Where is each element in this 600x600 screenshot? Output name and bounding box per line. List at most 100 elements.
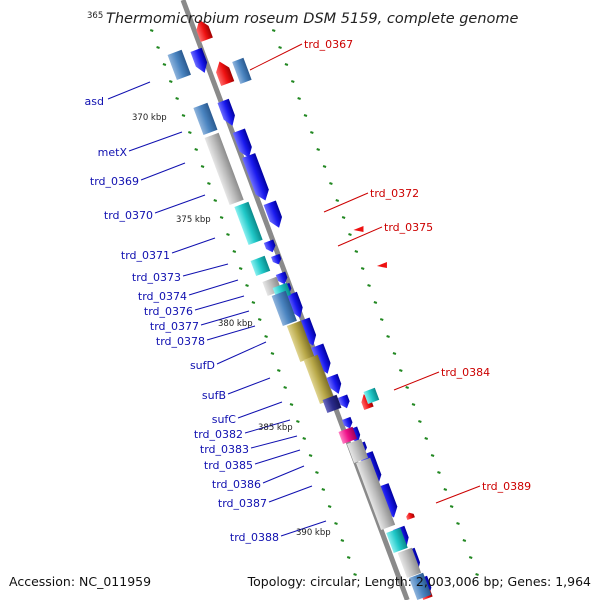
gene-label: trd_0387 bbox=[218, 497, 267, 510]
forward-gene bbox=[341, 416, 353, 429]
leader-line bbox=[206, 325, 256, 341]
gc-tick bbox=[341, 216, 346, 219]
gc-tick bbox=[411, 403, 416, 406]
cog-block bbox=[409, 572, 432, 600]
cog-block bbox=[322, 394, 342, 413]
title-kbp-label: 365 bbox=[87, 11, 103, 21]
gc-tick bbox=[462, 539, 467, 542]
gc-tick bbox=[418, 420, 422, 423]
leader-line bbox=[128, 131, 183, 152]
leader-line bbox=[140, 162, 186, 181]
gc-tick bbox=[437, 471, 441, 474]
cog-block bbox=[232, 57, 252, 85]
reverse-gene-mark bbox=[353, 226, 364, 232]
gene-label: trd_0378 bbox=[156, 335, 205, 348]
leader-line bbox=[188, 279, 239, 296]
gc-tick bbox=[443, 488, 448, 491]
gc-tick bbox=[302, 437, 307, 440]
gc-tick bbox=[335, 199, 340, 202]
gc-tick bbox=[353, 573, 357, 576]
gc-tick bbox=[264, 335, 268, 338]
forward-gene bbox=[263, 200, 282, 228]
gc-tick bbox=[188, 131, 192, 134]
gc-tick bbox=[168, 80, 173, 83]
gc-tick bbox=[373, 301, 378, 304]
gc-tick bbox=[156, 46, 160, 49]
gc-tick bbox=[257, 318, 262, 321]
leader-line bbox=[280, 520, 327, 537]
gc-tick bbox=[219, 216, 224, 219]
leader-line bbox=[237, 401, 283, 419]
cog-block bbox=[193, 102, 218, 136]
cog-block bbox=[271, 290, 297, 327]
gc-tick bbox=[405, 386, 409, 389]
leader-line bbox=[216, 341, 267, 365]
cog-block bbox=[363, 387, 380, 405]
leader-line bbox=[227, 377, 271, 395]
gc-tick bbox=[386, 335, 390, 338]
gc-tick bbox=[213, 199, 218, 202]
gc-tick bbox=[283, 386, 287, 389]
gc-tick bbox=[430, 454, 435, 457]
leader-line bbox=[194, 295, 245, 311]
forward-gene bbox=[232, 128, 252, 158]
gc-tick bbox=[392, 352, 397, 355]
gc-tick bbox=[278, 46, 282, 49]
cog-block bbox=[303, 354, 335, 404]
gc-tick bbox=[175, 97, 179, 100]
leader-line bbox=[171, 237, 216, 254]
gc-tick bbox=[322, 165, 327, 168]
reverse-gene bbox=[406, 512, 415, 521]
gc-tick bbox=[207, 182, 211, 185]
leader-line bbox=[244, 419, 291, 434]
forward-gene bbox=[190, 47, 208, 73]
gc-tick bbox=[367, 284, 371, 287]
gene-label: trd_0372 bbox=[370, 187, 419, 200]
gc-tick bbox=[149, 29, 154, 32]
gc-tick bbox=[340, 539, 345, 542]
leader-line bbox=[393, 371, 440, 391]
gc-tick bbox=[334, 522, 338, 525]
forward-gene bbox=[337, 394, 350, 409]
kbp-tick-label: 370 kbp bbox=[132, 113, 167, 123]
gene-label: trd_0373 bbox=[132, 271, 181, 284]
gc-tick bbox=[346, 556, 351, 559]
forward-gene bbox=[263, 239, 276, 253]
cog-block bbox=[346, 438, 369, 463]
gc-tick bbox=[297, 97, 301, 100]
leader-line bbox=[337, 226, 383, 247]
gene-label: trd_0386 bbox=[212, 478, 261, 491]
gene-label: sufC bbox=[212, 413, 237, 426]
forward-gene bbox=[326, 373, 342, 394]
forward-gene bbox=[242, 153, 269, 201]
gc-tick bbox=[327, 505, 332, 508]
gc-tick bbox=[200, 165, 205, 168]
gene-label: trd_0375 bbox=[384, 221, 433, 234]
leader-line bbox=[323, 192, 369, 213]
gene-label: trd_0388 bbox=[230, 531, 279, 544]
kbp-tick-label: 390 kbp bbox=[296, 528, 331, 538]
leader-line bbox=[250, 435, 298, 449]
leader-line bbox=[262, 465, 305, 484]
gene-label: trd_0376 bbox=[144, 305, 193, 318]
cog-block bbox=[167, 49, 191, 81]
gene-track bbox=[167, 19, 433, 600]
reverse-gene bbox=[196, 19, 213, 43]
kbp-tick-label: 375 kbp bbox=[176, 215, 211, 225]
gene-label: trd_0369 bbox=[90, 175, 139, 188]
gc-tick bbox=[194, 148, 199, 151]
leader-line bbox=[254, 449, 301, 465]
gc-tick bbox=[232, 250, 237, 253]
gene-label: trd_0389 bbox=[482, 480, 531, 493]
gc-tick bbox=[329, 182, 333, 185]
gc-tick bbox=[456, 522, 460, 525]
gc-tick bbox=[296, 420, 300, 423]
gc-tick bbox=[315, 471, 319, 474]
reverse-gene bbox=[216, 61, 235, 87]
leader-line bbox=[268, 485, 313, 503]
gc-tick bbox=[354, 250, 359, 253]
forward-gene bbox=[275, 271, 288, 285]
gc-tick bbox=[303, 114, 308, 117]
gc-tick bbox=[468, 556, 473, 559]
gc-tick bbox=[162, 63, 167, 66]
